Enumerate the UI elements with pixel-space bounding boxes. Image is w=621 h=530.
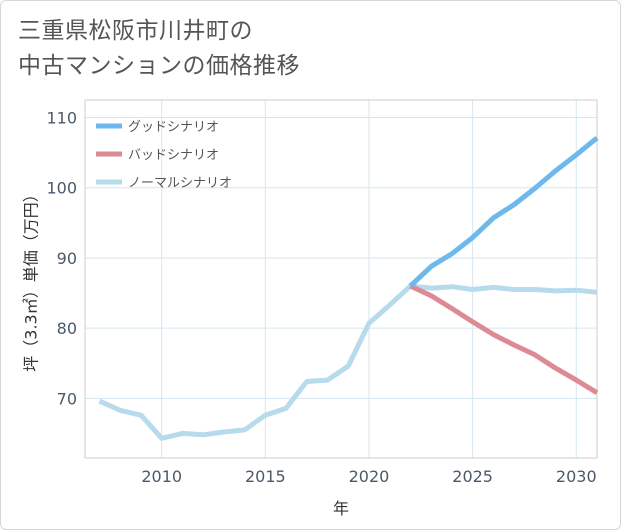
y-tick-label: 80 [57, 319, 77, 338]
x-axis-title: 年 [333, 499, 349, 518]
y-tick-label: 70 [57, 389, 77, 408]
x-tick-label: 2020 [349, 467, 390, 486]
tick-labels: 2010 2015 2020 2025 2030 70 80 90 100 110 [46, 109, 596, 486]
series-lines [98, 135, 599, 441]
series-line-1 [409, 283, 599, 395]
plot-area-border [84, 99, 598, 459]
legend-label: ノーマルシナリオ [128, 176, 232, 191]
y-axis-title: 坪（3.3㎡）単価（万円） [22, 186, 41, 371]
axes [84, 99, 598, 459]
legend-label: グッドシナリオ [128, 120, 219, 135]
series-line-2 [98, 283, 598, 441]
grid [85, 100, 597, 458]
chart-title-line-2: 中古マンションの価格推移 [18, 53, 300, 79]
y-tick-label: 100 [46, 179, 77, 198]
y-tick-label: 110 [46, 109, 77, 128]
chart-title: 三重県松阪市川井町の 中古マンションの価格推移 [18, 14, 300, 84]
x-tick-label: 2010 [141, 467, 182, 486]
x-tick-label: 2015 [245, 467, 286, 486]
chart-title-line-1: 三重県松阪市川井町の [18, 18, 253, 44]
y-tick-label: 90 [57, 249, 77, 268]
x-tick-label: 2025 [452, 467, 493, 486]
series-line-0 [408, 135, 599, 288]
x-tick-label: 2030 [556, 467, 597, 486]
legend-label: バッドシナリオ [128, 148, 219, 163]
